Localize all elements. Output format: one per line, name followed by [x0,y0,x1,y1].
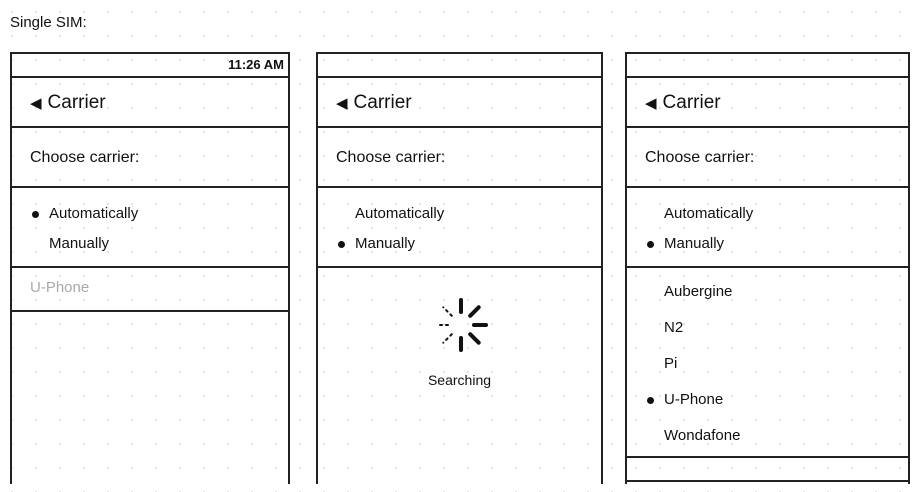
bullet-dot-icon [338,240,345,248]
nav-bar: ◀ Carrier [12,78,288,128]
carrier-item[interactable]: N2 [664,319,684,336]
back-triangle-icon: ◀ [30,95,42,112]
option-manually[interactable]: Manually [647,234,724,254]
back-button[interactable]: ◀ Carrier [645,92,721,113]
carrier-item[interactable]: U-Phone [647,390,723,410]
choose-carrier-label: Choose carrier: [627,128,908,188]
selection-mode-options: Automatically Manually [318,188,601,268]
carrier-item[interactable]: Aubergine [664,283,733,300]
nav-title: Carrier [47,92,106,113]
page-title: Single SIM: [10,14,87,31]
bullet-dot-icon [647,396,654,404]
nav-bar: ◀ Carrier [318,78,601,128]
option-manually[interactable]: Manually [49,235,110,252]
nav-bar: ◀ Carrier [627,78,908,128]
choose-carrier-label: Choose carrier: [318,128,601,188]
option-manually[interactable]: Manually [338,234,415,254]
back-triangle-icon: ◀ [336,95,348,112]
nav-title: Carrier [353,92,412,113]
divider [627,458,908,482]
selection-mode-options: Automatically Manually [12,188,288,268]
phone-screen: ◀ Carrier Choose carrier: Automatically Ma… [316,52,603,484]
back-triangle-icon: ◀ [645,95,657,112]
current-carrier: U-Phone [12,268,288,312]
choose-carrier-label: Choose carrier: [12,128,288,188]
phone-screen: ◀ Carrier Choose carrier: Automatically Ma… [625,52,910,484]
status-time: 11:26 AM [228,57,284,72]
back-button[interactable]: ◀ Carrier [30,92,106,113]
option-automatically[interactable]: Automatically [32,204,138,224]
nav-title: Carrier [662,92,721,113]
phone-screen: 11:26 AM ◀ Carrier Choose carrier: Automa… [10,52,290,484]
back-button[interactable]: ◀ Carrier [336,92,412,113]
spinner-icon [435,298,488,352]
carrier-item[interactable]: Pi [664,355,678,372]
searching-label: Searching [427,372,492,388]
bullet-dot-icon [647,240,654,248]
bullet-dot-icon [32,210,39,218]
carrier-list: Aubergine N2 Pi U-Phone Wondafone [627,268,908,458]
status-bar [318,54,601,78]
carrier-item[interactable]: Wondafone [664,427,741,444]
option-automatically[interactable]: Automatically [355,205,445,222]
status-bar: 11:26 AM [12,54,288,78]
status-bar [627,54,908,78]
option-automatically[interactable]: Automatically [664,205,754,222]
selection-mode-options: Automatically Manually [627,188,908,268]
